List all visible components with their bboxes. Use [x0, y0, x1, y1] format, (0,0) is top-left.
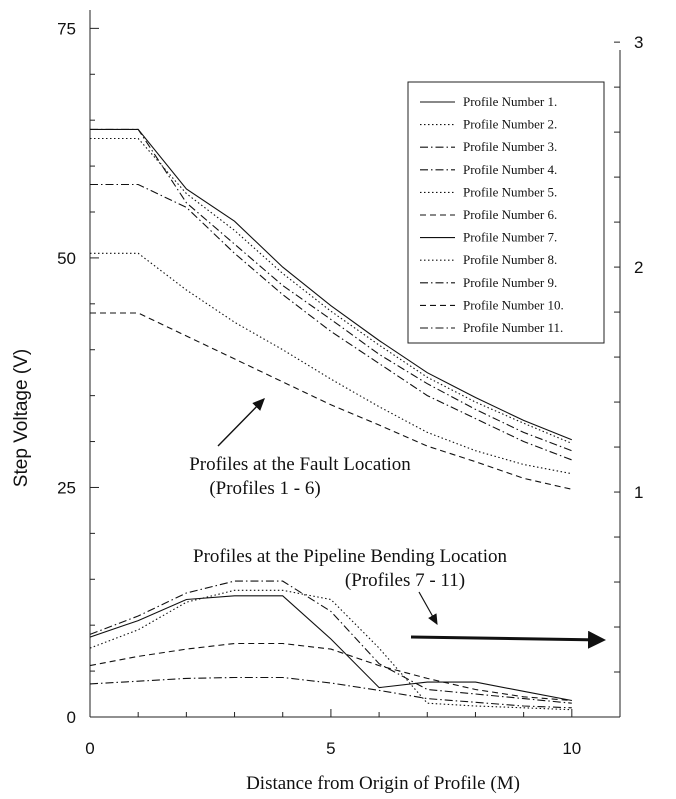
legend-label-10: Profile Number 10. [463, 297, 564, 312]
series-line-2 [90, 137, 573, 444]
legend-label-3: Profile Number 3. [463, 139, 557, 154]
series-line-9 [89, 580, 572, 704]
y-tick-label: 75 [57, 19, 76, 38]
annotation-pipeline-location: Profiles at the Pipeline Bending Locatio… [193, 546, 507, 591]
x-tick-label: 0 [85, 739, 94, 758]
series-line-5 [90, 252, 572, 475]
x-tick-label: 10 [562, 739, 581, 758]
annotation-pipeline-line2: (Profiles 7 - 11) [345, 570, 465, 591]
legend-label-9: Profile Number 9. [463, 275, 557, 290]
axis-ticks [89, 27, 621, 718]
legend-label-2: Profile Number 2. [463, 117, 557, 132]
series-line-4 [90, 183, 572, 461]
series-line-6 [90, 312, 572, 490]
series-line-11 [89, 676, 572, 709]
y-tick-label: 25 [57, 478, 76, 497]
tick-labels: 0 25 50 75 0 5 10 1 2 3 [57, 19, 643, 758]
right-tick-label: 3 [634, 33, 643, 52]
legend-label-4: Profile Number 4. [463, 162, 557, 177]
y-tick-label: 50 [57, 249, 76, 268]
series-line-1 [90, 128, 573, 441]
fault-arrow [217, 397, 265, 447]
axes [89, 10, 621, 718]
series-line-7 [89, 595, 572, 702]
pipeline-arrow [418, 591, 438, 626]
series-line-3 [90, 128, 572, 452]
x-tick-label: 5 [326, 739, 335, 758]
right-tick-label: 2 [634, 258, 643, 277]
legend-label-5: Profile Number 5. [463, 184, 557, 199]
right-tick-label: 1 [634, 483, 643, 502]
legend-label-8: Profile Number 8. [463, 252, 557, 267]
annotation-fault-line2: (Profiles 1 - 6) [209, 478, 320, 499]
legend-label-6: Profile Number 6. [463, 207, 557, 222]
legend: Profile Number 1. Profile Number 2. Profil… [407, 81, 605, 344]
y-tick-label: 0 [67, 708, 76, 727]
series-line-8 [89, 589, 572, 711]
legend-label-11: Profile Number 11. [463, 320, 563, 335]
series-lines [89, 128, 573, 711]
legend-label-1: Profile Number 1. [463, 94, 557, 109]
annotation-fault-location: Profiles at the Fault Location (Profiles… [189, 454, 411, 499]
legend-label-7: Profile Number 7. [463, 230, 557, 245]
right-axis-arrow [410, 630, 606, 649]
annotation-fault-line1: Profiles at the Fault Location [189, 454, 411, 475]
annotation-pipeline-line1: Profiles at the Pipeline Bending Locatio… [193, 546, 507, 567]
x-axis-title: Distance from Origin of Profile (M) [246, 773, 520, 794]
legend-box [407, 81, 605, 344]
y-axis-title: Step Voltage (V) [11, 349, 32, 487]
series-line-10 [89, 642, 572, 702]
